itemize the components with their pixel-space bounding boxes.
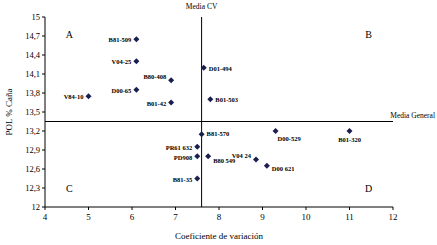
- y-tick: [42, 207, 45, 208]
- point: [168, 77, 174, 83]
- point: [264, 163, 270, 169]
- reference-label: Media CV: [186, 2, 218, 11]
- y-tick: [42, 36, 45, 37]
- y-tick: [42, 150, 45, 151]
- quadrant-label: D: [365, 183, 372, 194]
- x-tick: [132, 207, 133, 210]
- point: [207, 96, 213, 102]
- quadrant-label: A: [66, 29, 74, 40]
- point: [133, 36, 139, 42]
- x-tick-label: 7: [173, 212, 178, 222]
- x-tick: [219, 207, 220, 210]
- x-tick-label: 10: [302, 212, 312, 222]
- x-tick-label: 5: [86, 212, 91, 222]
- point-label: D00-65: [111, 87, 132, 94]
- x-tick: [175, 207, 176, 210]
- point: [194, 153, 200, 159]
- x-tick: [306, 207, 307, 210]
- y-tick: [42, 188, 45, 189]
- point-label: B80-408: [143, 73, 167, 80]
- y-tick-label: 14,4: [25, 50, 41, 60]
- point-label: PR61 632: [166, 144, 193, 151]
- y-tick: [42, 93, 45, 94]
- y-tick-label: 12,3: [25, 183, 40, 193]
- y-tick-label: 13,2: [25, 126, 40, 136]
- reference-label: Media General: [390, 111, 435, 120]
- point: [133, 87, 139, 93]
- point-label: B01-503: [215, 96, 239, 103]
- x-tick: [262, 207, 263, 210]
- y-tick-label: 13,5: [25, 107, 40, 117]
- point-label: B81-35: [173, 176, 193, 183]
- x-axis-title: Coeficiente de variación: [175, 231, 263, 241]
- chart: 4 5 6 7 8 9 10 11 12 12 12,3 12,6 12,9 13,2 13,5 13,8 14…: [0, 0, 437, 245]
- point: [168, 100, 174, 106]
- y-tick: [42, 169, 45, 170]
- x-tick-label: 11: [345, 212, 354, 222]
- quadrant-label: B: [365, 29, 372, 40]
- y-tick: [42, 17, 45, 18]
- y-tick-label: 15: [32, 12, 41, 22]
- y-tick-label: 12: [32, 202, 41, 212]
- x-tick: [393, 207, 394, 210]
- quadrant-label: C: [66, 183, 73, 194]
- points: [86, 36, 353, 181]
- y-tick-label: 13,8: [25, 88, 40, 98]
- y-tick: [42, 55, 45, 56]
- point: [86, 93, 92, 99]
- point-label: B01-320: [338, 136, 361, 143]
- x-tick: [349, 207, 350, 210]
- y-tick-label: 12,6: [25, 164, 40, 174]
- x-tick-label: 9: [260, 212, 265, 222]
- point-label: B81-509: [109, 36, 133, 43]
- point: [199, 131, 205, 137]
- plot-area: [45, 17, 393, 207]
- point-label: V04 24: [232, 152, 252, 159]
- y-tick-label: 12,9: [25, 145, 40, 155]
- point-label: D01-494: [209, 65, 233, 72]
- point: [347, 128, 353, 134]
- point: [205, 153, 211, 159]
- x-tick-label: 6: [130, 212, 135, 222]
- x-tick: [88, 207, 89, 210]
- reference-line: [45, 121, 393, 122]
- point: [133, 58, 139, 64]
- y-tick-label: 14,7: [25, 31, 40, 41]
- point-label: B81-570: [207, 130, 230, 137]
- y-tick-label: 14,1: [25, 69, 40, 79]
- x-tick-label: 12: [389, 212, 398, 222]
- reference-line: [201, 17, 202, 207]
- point-label: D00-529: [278, 135, 302, 142]
- y-axis-title: POL % Caña: [4, 88, 14, 135]
- point-label: PD908: [174, 154, 193, 161]
- point: [194, 144, 200, 150]
- y-tick: [42, 131, 45, 132]
- y-tick: [42, 74, 45, 75]
- y-tick: [42, 112, 45, 113]
- point-label: V84-10: [64, 93, 84, 100]
- point-label: B01-42: [147, 100, 167, 107]
- x-tick-label: 4: [43, 212, 48, 222]
- point: [273, 128, 279, 134]
- x-tick-label: 8: [217, 212, 222, 222]
- point-label: D00 621: [272, 165, 295, 172]
- point-label: V04-25: [111, 58, 132, 65]
- point: [253, 157, 259, 163]
- point: [194, 176, 200, 182]
- point: [201, 65, 207, 71]
